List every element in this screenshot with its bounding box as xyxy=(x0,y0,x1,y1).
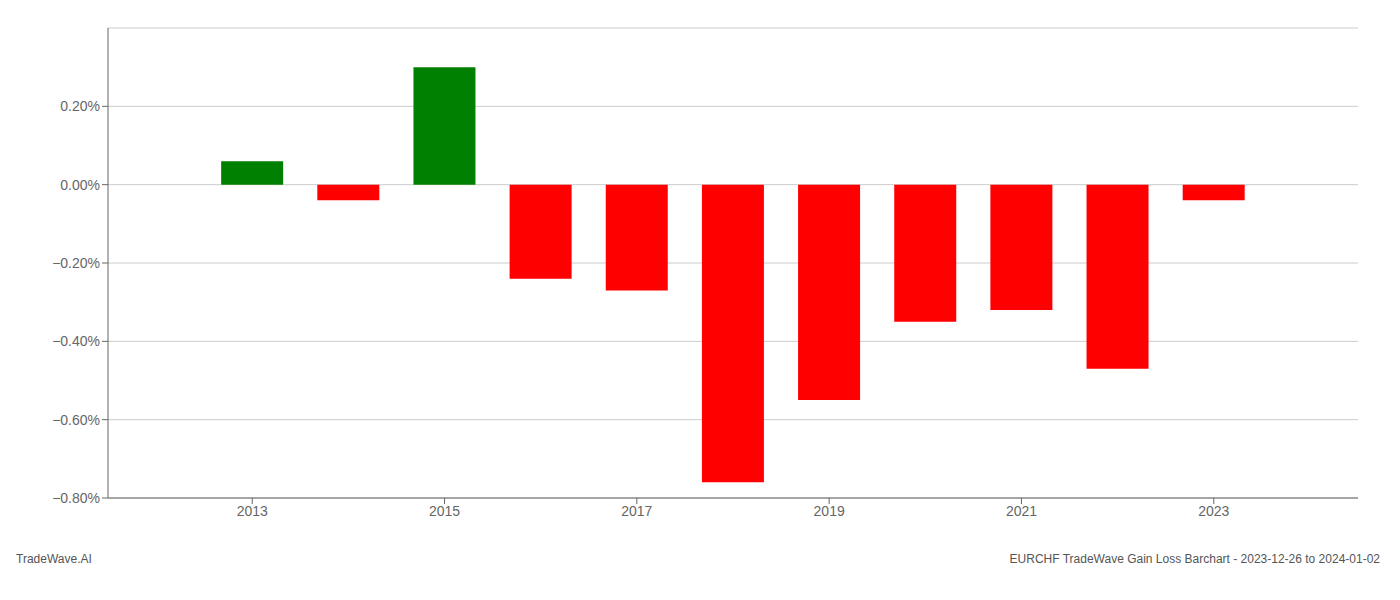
svg-text:0.00%: 0.00% xyxy=(60,177,100,193)
svg-text:0.20%: 0.20% xyxy=(60,98,100,114)
svg-text:2019: 2019 xyxy=(814,503,845,519)
svg-text:2015: 2015 xyxy=(429,503,460,519)
svg-text:2017: 2017 xyxy=(621,503,652,519)
svg-text:−0.60%: −0.60% xyxy=(52,412,100,428)
svg-text:−0.20%: −0.20% xyxy=(52,255,100,271)
html-text:TradeWave.AI: TradeWave.AI xyxy=(16,552,92,566)
svg-text:−0.40%: −0.40% xyxy=(52,333,100,349)
svg-text:2023: 2023 xyxy=(1198,503,1229,519)
svg-text:2021: 2021 xyxy=(1006,503,1037,519)
html-text:EURCHF TradeWave Gain Loss Bar: EURCHF TradeWave Gain Loss Barchart - 20… xyxy=(1009,552,1380,566)
svg-text:2013: 2013 xyxy=(237,503,268,519)
svg-text:−0.80%: −0.80% xyxy=(52,490,100,506)
